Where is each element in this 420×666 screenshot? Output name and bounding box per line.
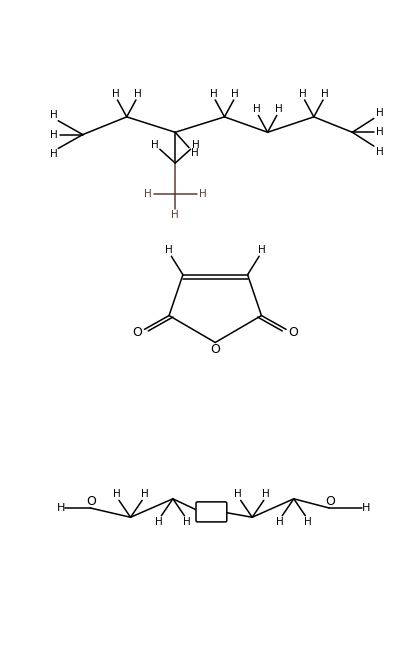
Text: H: H — [362, 503, 370, 513]
Text: H: H — [304, 517, 312, 527]
FancyBboxPatch shape — [196, 502, 227, 522]
Text: H: H — [275, 104, 282, 114]
Text: H: H — [183, 517, 191, 527]
Text: Abs: Abs — [202, 507, 221, 517]
Text: H: H — [276, 517, 284, 527]
Text: H: H — [134, 89, 142, 99]
Text: H: H — [376, 147, 384, 157]
Text: H: H — [210, 89, 218, 99]
Text: H: H — [144, 189, 151, 199]
Text: H: H — [112, 89, 120, 99]
Text: H: H — [50, 149, 58, 159]
Text: H: H — [262, 490, 270, 500]
Text: H: H — [321, 89, 328, 99]
Text: H: H — [165, 245, 173, 255]
Text: H: H — [155, 517, 163, 527]
Text: H: H — [376, 127, 384, 137]
Text: H: H — [234, 490, 242, 500]
Text: O: O — [87, 495, 96, 507]
Text: H: H — [50, 111, 58, 121]
Text: H: H — [191, 148, 198, 158]
Text: H: H — [150, 140, 158, 150]
Text: H: H — [50, 130, 58, 140]
Text: H: H — [141, 490, 148, 500]
Text: O: O — [325, 495, 335, 507]
Text: H: H — [199, 189, 207, 199]
Text: H: H — [231, 89, 239, 99]
Text: H: H — [57, 503, 66, 513]
Text: O: O — [288, 326, 298, 339]
Text: O: O — [210, 343, 220, 356]
Text: H: H — [192, 140, 200, 150]
Text: H: H — [253, 104, 261, 114]
Text: H: H — [113, 490, 121, 500]
Text: H: H — [171, 210, 179, 220]
Text: O: O — [133, 326, 142, 339]
Text: H: H — [376, 108, 384, 118]
Text: H: H — [299, 89, 307, 99]
Text: H: H — [257, 245, 265, 255]
